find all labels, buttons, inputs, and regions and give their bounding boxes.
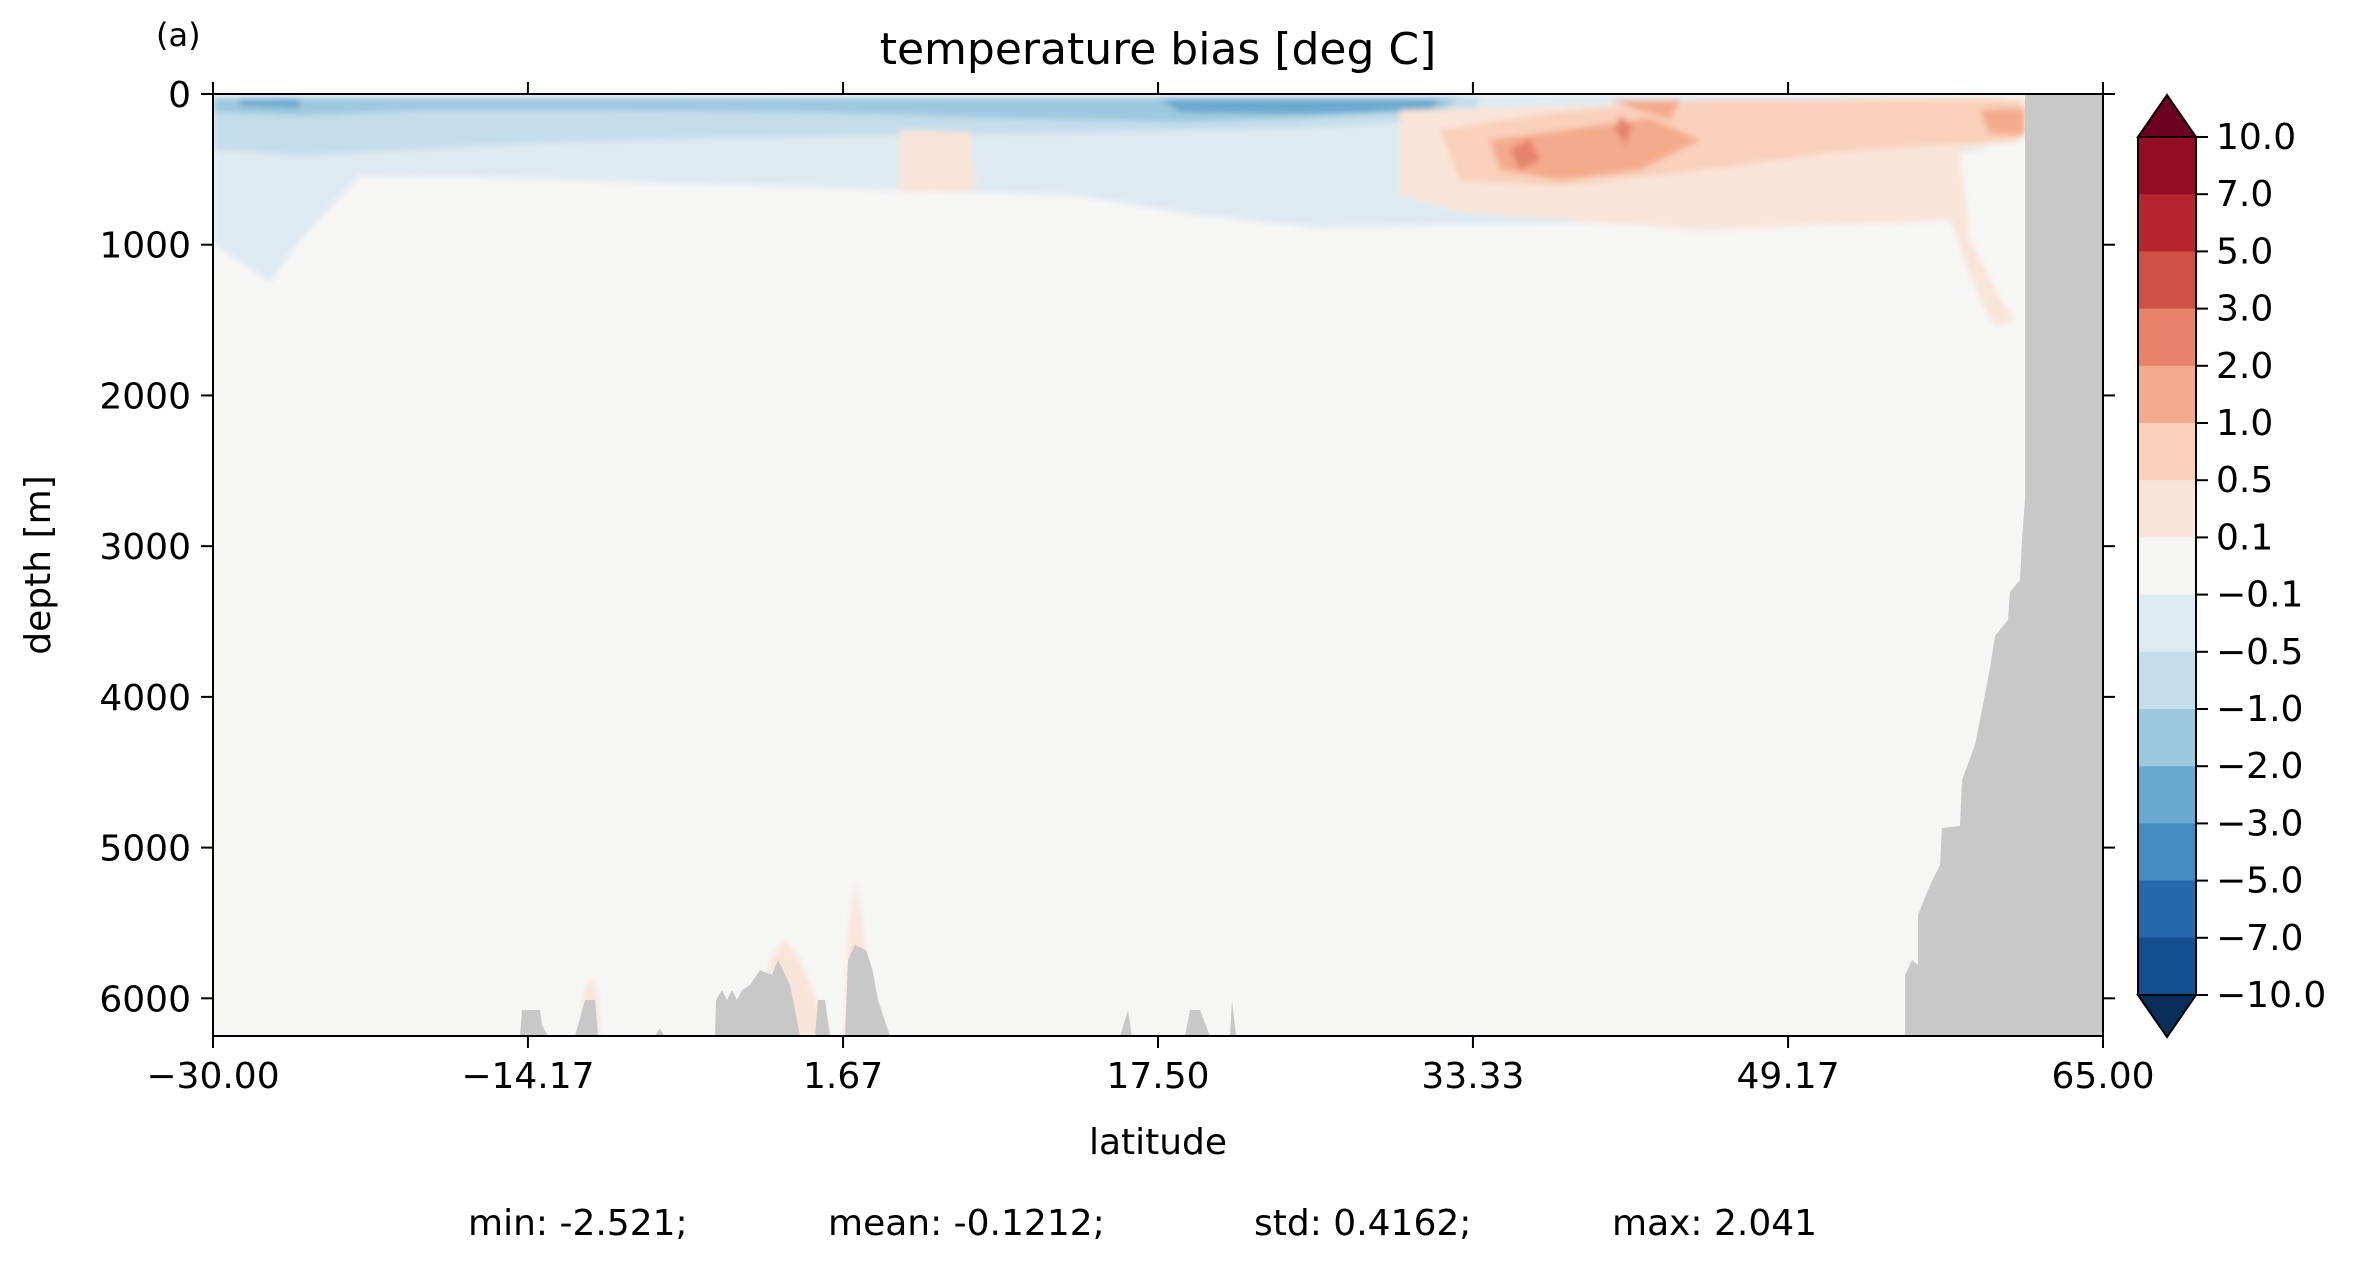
- x-tick-label: 49.17: [1737, 1056, 1840, 1097]
- axes: −30.00 −14.17 1.67 17.50 33.33 49.17 65.00 0 100…: [99, 75, 2154, 1097]
- land-mask-east: [1905, 94, 2103, 1036]
- stat-std: std: 0.4162;: [1254, 1203, 1471, 1244]
- colorbar-tick-label: −10.0: [2216, 975, 2326, 1016]
- colorbar-band: [2138, 423, 2196, 481]
- colorbar: 10.0 7.0 5.0 3.0 2.0 1.0 0.5 0.1 −0.1 −0.5 −1.0 −2.…: [2136, 93, 2326, 1039]
- bias-region-pos-weak-2: [900, 130, 975, 192]
- bias-field: [213, 96, 2030, 1036]
- colorbar-tick-label: 7.0: [2216, 174, 2273, 215]
- colorbar-frame: [2137, 136, 2197, 996]
- x-tick-label: 17.50: [1106, 1056, 1209, 1097]
- colorbar-extend-top: [2136, 93, 2198, 138]
- y-tick-label: 1000: [99, 226, 191, 267]
- panel-label: (a): [156, 16, 201, 54]
- colorbar-tick-label: −2.0: [2216, 746, 2303, 787]
- bias-region-pos-strong: [1490, 100, 2025, 180]
- y-tick-label: 0: [168, 75, 191, 116]
- land-mask-seafloor: [520, 945, 1236, 1036]
- colorbar-tick-label: 0.1: [2216, 517, 2273, 558]
- colorbar-band: [2138, 480, 2196, 538]
- colorbar-band: [2138, 365, 2196, 424]
- stat-min: min: -2.521;: [468, 1203, 688, 1244]
- colorbar-band: [2138, 194, 2196, 252]
- colorbar-tick-label: 5.0: [2216, 231, 2273, 272]
- colorbar-band: [2138, 308, 2196, 367]
- colorbar-tick-label: −3.0: [2216, 803, 2303, 844]
- colorbar-tick-label: −1.0: [2216, 689, 2303, 730]
- y-axis-label: depth [m]: [18, 475, 59, 654]
- y-tick-label: 6000: [99, 979, 191, 1020]
- chart-title: temperature bias [deg C]: [880, 24, 1437, 75]
- x-tick-label: −14.17: [461, 1056, 594, 1097]
- y-tick-label: 4000: [99, 678, 191, 719]
- colorbar-tick-label: 10.0: [2216, 117, 2296, 158]
- stat-mean: mean: -0.1212;: [828, 1203, 1105, 1244]
- colorbar-band: [2138, 651, 2196, 710]
- bias-region-neg-core: [240, 99, 1440, 114]
- x-axis-label: latitude: [1089, 1122, 1227, 1163]
- colorbar-tick-label: −7.0: [2216, 918, 2303, 959]
- colorbar-extend-bottom: [2136, 994, 2198, 1039]
- y-tick-label: 3000: [99, 527, 191, 568]
- colorbar-tick-label: 1.0: [2216, 403, 2273, 444]
- colorbar-band: [2138, 594, 2196, 653]
- colorbar-band: [2138, 823, 2196, 882]
- x-tick-label: 1.67: [803, 1056, 883, 1097]
- bias-region-neg-strong: [213, 98, 1460, 122]
- x-tick-label: −30.00: [146, 1056, 279, 1097]
- colorbar-tick-label: 0.5: [2216, 460, 2273, 501]
- bias-region-pos-deep: [580, 880, 870, 1036]
- x-tick-label: 33.33: [1421, 1056, 1524, 1097]
- colorbar-band: [2138, 766, 2196, 824]
- x-tick-label: 65.00: [2051, 1056, 2154, 1097]
- field-background: [213, 94, 2103, 1036]
- bias-region-pos-core: [1510, 116, 1632, 170]
- y-tick-label: 2000: [99, 376, 191, 417]
- colorbar-band: [2138, 137, 2196, 195]
- plot-area: [212, 93, 2104, 1037]
- colorbar-band: [2138, 251, 2196, 310]
- colorbar-tick-label: −0.5: [2216, 632, 2303, 673]
- colorbar-tick-label: −0.1: [2216, 575, 2303, 616]
- stat-max: max: 2.041: [1612, 1203, 1817, 1244]
- colorbar-band: [2138, 937, 2196, 996]
- y-tick-label: 5000: [99, 829, 191, 870]
- colorbar-tick-label: −5.0: [2216, 861, 2303, 902]
- colorbar-tick-label: 3.0: [2216, 289, 2273, 330]
- colorbar-band: [2138, 537, 2196, 596]
- colorbar-tick-label: 2.0: [2216, 346, 2273, 387]
- colorbar-band: [2138, 709, 2196, 767]
- colorbar-band: [2138, 880, 2196, 939]
